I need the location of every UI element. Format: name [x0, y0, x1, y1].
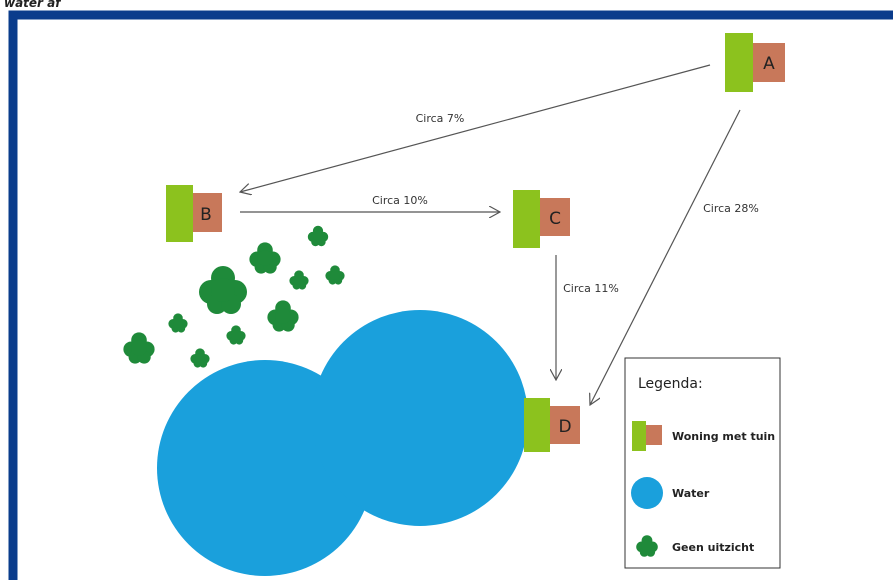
- house: A: [725, 33, 785, 92]
- house: B: [166, 185, 222, 242]
- edge-label: Circa 7%: [416, 112, 465, 125]
- arrow: [240, 64, 711, 192]
- node-label: A: [763, 54, 775, 74]
- legend-item: Woning met tuin: [672, 430, 775, 443]
- node-label: C: [549, 209, 561, 229]
- node-label: B: [200, 205, 212, 225]
- legend-icon: [646, 425, 662, 445]
- node-label: D: [558, 417, 571, 437]
- legend-icon: [632, 421, 646, 451]
- legend-icon: [631, 477, 663, 509]
- legend-item: Water: [672, 487, 710, 500]
- legend-box: [624, 357, 781, 569]
- edge-label: Circa 28%: [703, 202, 759, 215]
- edge-label: Circa 11%: [563, 282, 619, 295]
- legend-item: Geen uitzicht: [672, 541, 754, 554]
- house: D: [524, 398, 580, 452]
- edge-label: Circa 10%: [372, 194, 428, 207]
- water: [312, 310, 528, 526]
- legend-title: Legenda:: [638, 376, 703, 392]
- arrow: [590, 109, 741, 405]
- page-title: water af: [4, 0, 62, 10]
- house: C: [513, 190, 570, 248]
